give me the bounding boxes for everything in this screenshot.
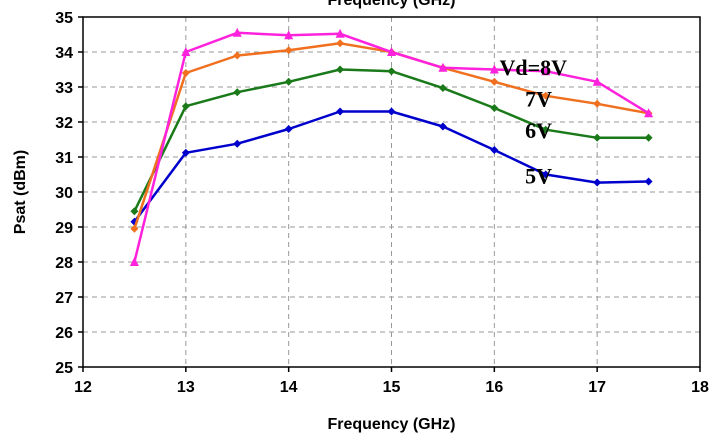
y-tick-label: 34 [55, 45, 73, 62]
data-point [284, 30, 294, 40]
y-tick-label: 30 [55, 185, 73, 202]
data-point [387, 67, 396, 76]
data-point [181, 47, 191, 56]
series-label: Vd=8V [499, 55, 567, 80]
data-point [232, 27, 242, 37]
series-labels: Vd=8V 7V 6V 5V [499, 55, 567, 189]
x-tick-label: 18 [691, 379, 709, 396]
series-6v [130, 65, 653, 216]
data-point [335, 28, 345, 38]
data-point [438, 62, 448, 72]
data-point [233, 139, 242, 148]
data-point [284, 125, 293, 133]
y-tick-label: 29 [55, 220, 73, 237]
x-axis-title: Frequency (GHz) [327, 416, 455, 433]
data-point [490, 104, 499, 112]
y-axis-title: Psat (dBm) [12, 150, 29, 234]
series-label: 5V [525, 163, 552, 188]
data-point [541, 170, 550, 179]
data-point [644, 108, 654, 118]
data-point [490, 77, 499, 86]
data-point [130, 207, 139, 216]
data-point [181, 148, 190, 157]
y-tick-label: 26 [55, 325, 73, 342]
data-series [129, 27, 654, 266]
data-point [644, 133, 653, 142]
series-vd-8v [129, 27, 654, 266]
y-tick-label: 33 [55, 80, 73, 97]
x-tick-label: 14 [280, 379, 298, 396]
data-point [541, 91, 550, 100]
data-point [387, 107, 396, 116]
series-5v [130, 107, 653, 226]
chart-title: Frequency (GHz) [327, 0, 455, 9]
data-point [284, 46, 293, 55]
data-point [336, 39, 345, 48]
data-point [438, 122, 447, 131]
data-point [592, 76, 602, 86]
y-tick-label: 25 [55, 360, 73, 377]
data-point [284, 77, 293, 86]
data-point [541, 125, 550, 134]
data-point [593, 133, 602, 142]
data-point [181, 102, 190, 111]
x-tick-label: 13 [177, 379, 195, 396]
series-label: 7V [525, 86, 552, 111]
data-point [130, 224, 139, 233]
data-point [593, 99, 602, 108]
x-tick-label: 16 [485, 379, 503, 396]
data-point [593, 178, 602, 187]
data-point [336, 107, 345, 116]
grid-lines [83, 17, 700, 367]
series-label: 6V [525, 118, 552, 143]
y-tick-label: 35 [55, 10, 73, 27]
data-point [181, 69, 190, 77]
data-point [541, 66, 551, 76]
x-tick-label: 15 [383, 379, 401, 396]
data-point [129, 257, 139, 266]
axis-ticks: 12 13 14 15 16 17 18 25 26 27 28 29 30 31 32 33 34 35 [55, 10, 709, 396]
data-point [387, 47, 396, 56]
data-point [644, 177, 653, 186]
x-tick-label: 17 [588, 379, 606, 396]
y-tick-label: 31 [55, 150, 73, 167]
data-point [490, 146, 499, 154]
y-tick-label: 27 [55, 290, 73, 307]
data-point [336, 65, 345, 74]
data-point [438, 84, 447, 93]
data-point [233, 88, 242, 97]
data-point [489, 64, 499, 74]
data-point [233, 51, 242, 60]
y-tick-label: 28 [55, 255, 73, 272]
y-tick-label: 32 [55, 115, 73, 132]
x-tick-label: 12 [74, 379, 92, 396]
